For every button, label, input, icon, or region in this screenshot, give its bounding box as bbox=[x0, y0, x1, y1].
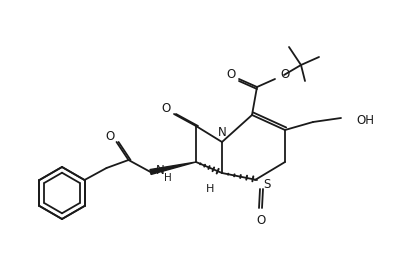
Text: H: H bbox=[206, 184, 214, 194]
Polygon shape bbox=[150, 162, 196, 174]
Text: O: O bbox=[226, 69, 236, 82]
Text: N: N bbox=[218, 125, 226, 138]
Text: O: O bbox=[280, 69, 289, 82]
Text: OH: OH bbox=[356, 113, 374, 126]
Text: H: H bbox=[164, 173, 171, 183]
Text: O: O bbox=[256, 214, 266, 227]
Text: O: O bbox=[105, 129, 114, 143]
Text: O: O bbox=[162, 103, 171, 116]
Text: N: N bbox=[155, 163, 164, 177]
Text: S: S bbox=[263, 178, 270, 190]
